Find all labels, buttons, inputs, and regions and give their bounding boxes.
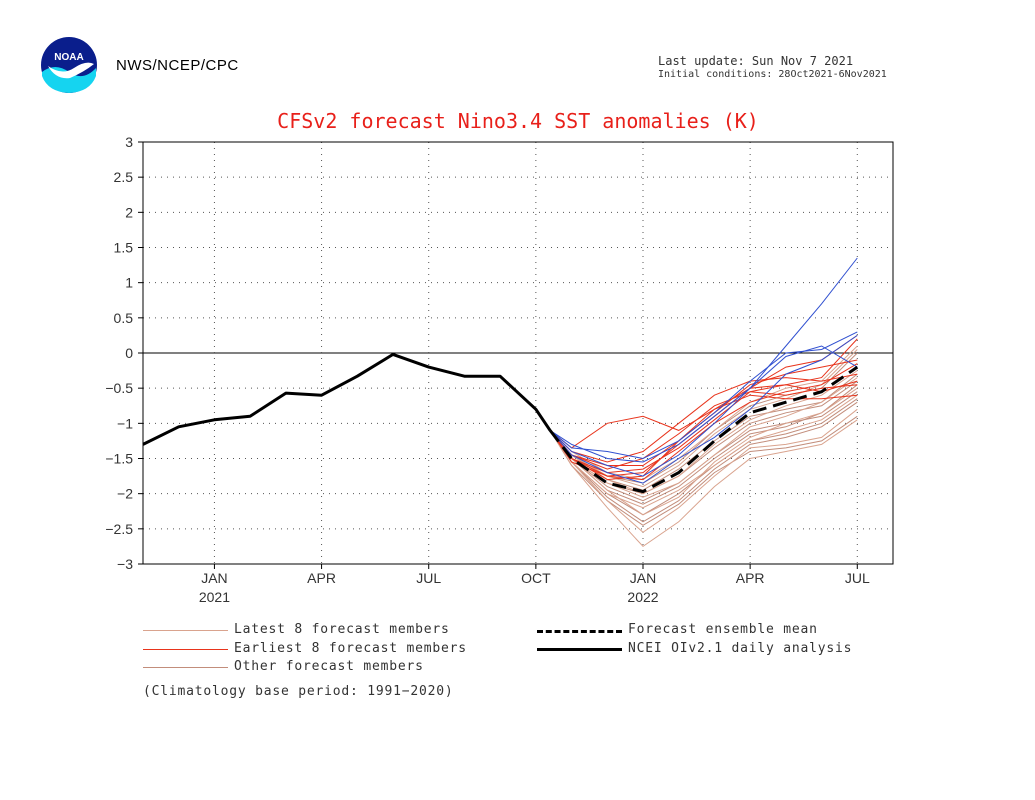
plot-frame — [142, 141, 894, 565]
x-tick-label: JAN — [630, 570, 656, 586]
forecast-member-earliest — [549, 373, 858, 463]
ensemble-mean-series — [548, 365, 859, 494]
y-tick-label: 1 — [125, 275, 133, 291]
y-tick-label: 3 — [125, 134, 133, 150]
header-left: NOAA NWS/NCEP/CPC — [40, 36, 239, 94]
y-tick-label: −2 — [117, 486, 133, 502]
x-tick-label: APR — [307, 570, 336, 586]
forecast-member-other — [549, 415, 858, 526]
y-tick-label: 0 — [125, 345, 133, 361]
y-tick-label: 1.5 — [114, 240, 134, 256]
x-tick-label: JAN — [201, 570, 227, 586]
forecast-member-blue — [549, 345, 858, 477]
forecast-member-blue — [549, 257, 858, 463]
y-tick-label: −2.5 — [105, 521, 133, 537]
update-block: Last update: Sun Nov 7 2021 Initial cond… — [658, 54, 887, 82]
forecast-member-latest — [549, 394, 858, 509]
forecast-member-blue — [549, 334, 858, 484]
chart-title: CFSv2 forecast Nino3.4 SST anomalies (K) — [277, 109, 759, 133]
axis-layer: 3 2.5 2 1.5 1 0.5 0 −0.5 −1 −1.5 −2 −2.5 −3 JAN 2021 AP… — [105, 134, 870, 605]
legend-earliest-swatch — [143, 649, 228, 650]
obs-layer — [142, 352, 859, 494]
forecast-member-latest — [549, 377, 858, 498]
x-tick-label: JUL — [845, 570, 870, 586]
legend-other-swatch — [143, 667, 228, 668]
y-tick-label: −1 — [117, 415, 133, 431]
members-layer — [549, 257, 858, 548]
forecast-member-earliest — [549, 334, 858, 477]
legend-observed-swatch — [537, 648, 622, 651]
legend-other: Other forecast members — [234, 659, 424, 674]
climatology-note: (Climatology base period: 1991−2020) — [143, 684, 454, 699]
x-year-label: 2021 — [199, 589, 230, 605]
legend-observed: NCEI OIv2.1 daily analysis — [628, 641, 853, 656]
forecast-member-latest — [549, 387, 858, 516]
y-tick-label: 2 — [125, 204, 133, 220]
forecast-member-latest — [549, 408, 858, 533]
y-tick-label: −0.5 — [105, 380, 133, 396]
legend-latest-swatch — [143, 630, 228, 631]
y-tick-label: 2.5 — [114, 169, 134, 185]
noaa-logo: NOAA — [41, 37, 97, 93]
x-tick-label: APR — [736, 570, 765, 586]
forecast-member-other — [549, 401, 858, 523]
legend-earliest: Earliest 8 forecast members — [234, 641, 467, 656]
legend-mean-swatch — [537, 630, 622, 633]
forecast-member-latest — [549, 345, 858, 481]
x-tick-label: OCT — [521, 570, 551, 586]
forecast-member-earliest — [549, 338, 858, 474]
last-update: Last update: Sun Nov 7 2021 — [658, 54, 854, 68]
grid-layer — [143, 142, 893, 564]
initial-conditions: Initial conditions: 28Oct2021-6Nov2021 — [658, 69, 887, 80]
forecast-member-earliest — [549, 363, 858, 481]
y-tick-label: −1.5 — [105, 451, 133, 467]
y-tick-label: 0.5 — [114, 310, 134, 326]
legend-mean: Forecast ensemble mean — [628, 622, 818, 637]
observed-series — [142, 352, 552, 446]
forecast-member-latest — [549, 419, 858, 548]
y-tick-label: −3 — [117, 556, 133, 572]
forecast-member-earliest — [549, 384, 858, 470]
x-year-label: 2022 — [627, 589, 658, 605]
logo-text: NOAA — [54, 52, 83, 63]
legend-latest: Latest 8 forecast members — [234, 622, 450, 637]
x-tick-label: JUL — [416, 570, 441, 586]
org-text: NWS/NCEP/CPC — [116, 56, 239, 74]
